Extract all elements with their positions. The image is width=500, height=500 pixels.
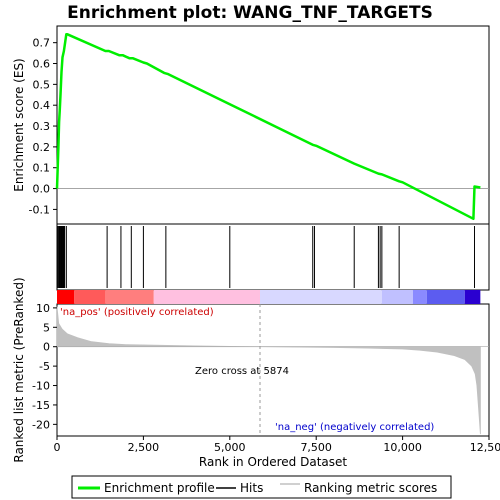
metric-y-ticks: 10 5 0 -5 -10 -15 -20 bbox=[32, 302, 57, 431]
x-tick-label: 0 bbox=[54, 441, 61, 454]
es-y-axis-label: Enrichment score (ES) bbox=[12, 58, 26, 191]
legend-label-metric: Ranking metric scores bbox=[304, 481, 437, 495]
es-y-tick-label: 0.3 bbox=[33, 120, 51, 133]
ranking-metric-area bbox=[56, 304, 489, 436]
x-tick-label: 2,500 bbox=[128, 441, 160, 454]
es-y-tick-label: 0.1 bbox=[33, 162, 51, 175]
metric-y-axis-label: Ranked list metric (PreRanked) bbox=[12, 277, 26, 462]
neg-correlated-label: 'na_neg' (negatively correlated) bbox=[275, 422, 434, 433]
zero-cross-label: Zero cross at 5874 bbox=[195, 366, 289, 377]
legend-label-enrichment: Enrichment profile bbox=[104, 481, 215, 495]
es-y-tick-label: 0.2 bbox=[33, 141, 51, 154]
x-axis-label: Rank in Ordered Dataset bbox=[199, 455, 347, 469]
band-segment bbox=[57, 290, 75, 304]
es-y-tick-label: -0.1 bbox=[29, 203, 50, 216]
metric-y-tick-label: 5 bbox=[43, 321, 50, 334]
band-segment bbox=[412, 290, 427, 304]
rank-color-band bbox=[57, 290, 481, 304]
metric-y-tick-label: 10 bbox=[36, 302, 50, 315]
band-segment bbox=[260, 290, 382, 304]
x-tick-label: 7,500 bbox=[300, 441, 332, 454]
pos-correlated-label: 'na_pos' (positively correlated) bbox=[60, 307, 214, 318]
metric-panel-frame bbox=[56, 303, 490, 437]
es-y-tick-label: 0.6 bbox=[33, 58, 51, 71]
x-axis-ticks: 0 2,500 5,000 7,500 10,000 12,500 bbox=[54, 436, 500, 454]
es-y-tick-label: 0.0 bbox=[33, 183, 51, 196]
legend-box bbox=[71, 475, 452, 499]
hits-panel-frame bbox=[56, 223, 490, 291]
es-y-tick-label: 0.5 bbox=[33, 78, 51, 91]
enrichment-profile bbox=[55, 33, 481, 221]
band-segment bbox=[426, 290, 465, 304]
band-segment bbox=[464, 290, 481, 304]
es-y-tick-label: 0.7 bbox=[33, 37, 51, 50]
metric-y-tick-label: 0 bbox=[43, 341, 50, 354]
ranking-metric-fill bbox=[56, 306, 481, 435]
chart-title: Enrichment plot: WANG_TNF_TARGETS bbox=[67, 3, 433, 23]
x-tick-label: 5,000 bbox=[214, 441, 246, 454]
legend: Enrichment profile Hits Ranking metric s… bbox=[71, 475, 452, 499]
band-segment bbox=[74, 290, 106, 304]
band-segment bbox=[153, 290, 261, 304]
es-y-ticks: -0.1 0.0 0.1 0.2 0.3 0.4 0.5 0.6 0.7 bbox=[29, 37, 57, 216]
x-tick-label: 12,500 bbox=[470, 441, 500, 454]
metric-y-tick-label: -5 bbox=[39, 360, 50, 373]
legend-label-hits: Hits bbox=[240, 481, 263, 495]
hit-markers bbox=[57, 226, 475, 288]
metric-y-tick-label: -20 bbox=[32, 418, 50, 431]
metric-y-tick-label: -10 bbox=[32, 380, 50, 393]
es-y-tick-label: 0.4 bbox=[33, 99, 51, 112]
band-segment bbox=[381, 290, 413, 304]
x-tick-label: 10,000 bbox=[383, 441, 422, 454]
metric-y-tick-label: -15 bbox=[32, 399, 50, 412]
band-segment bbox=[105, 290, 154, 304]
enrichment-profile-line bbox=[55, 33, 481, 221]
